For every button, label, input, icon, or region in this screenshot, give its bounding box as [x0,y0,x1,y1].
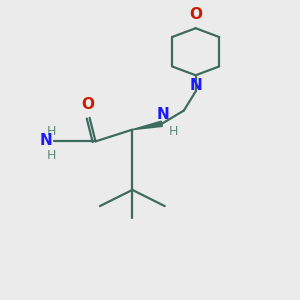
Text: H: H [46,149,56,162]
Polygon shape [132,121,162,130]
Text: O: O [189,7,202,22]
Text: O: O [82,97,95,112]
Text: H: H [168,125,178,138]
Text: N: N [189,78,202,93]
Text: H: H [46,125,56,139]
Text: N: N [157,107,169,122]
Text: N: N [40,133,53,148]
